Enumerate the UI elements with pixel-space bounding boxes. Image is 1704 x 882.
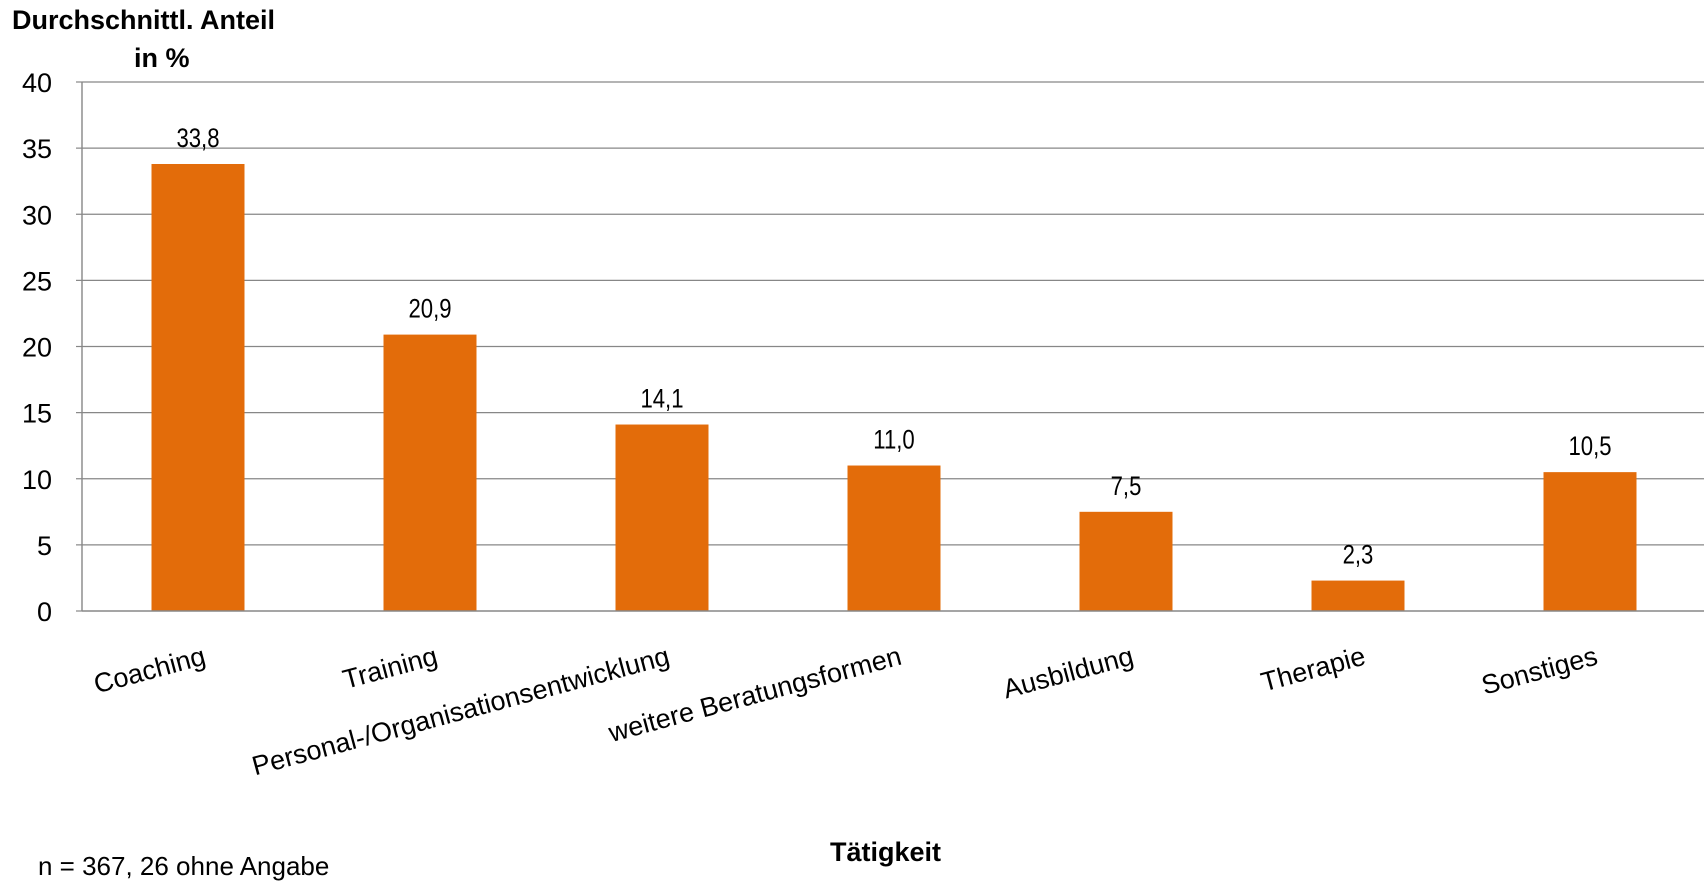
value-label-5: 7,5 bbox=[1111, 472, 1142, 502]
y-tick-label: 35 bbox=[22, 134, 52, 164]
category-label-1: Coaching bbox=[91, 641, 209, 700]
y-tick-label: 10 bbox=[22, 465, 52, 495]
bar-7 bbox=[1543, 472, 1637, 611]
category-label-2: Training bbox=[340, 641, 441, 695]
y-tick-label: 0 bbox=[37, 597, 52, 627]
y-axis-title-line1: Durchschnittl. Anteil bbox=[12, 5, 276, 35]
bar-1 bbox=[151, 163, 245, 611]
value-label-4: 11,0 bbox=[873, 426, 914, 456]
bar-4 bbox=[847, 465, 941, 611]
value-label-3: 14,1 bbox=[640, 385, 683, 415]
y-axis-title-line2: in % bbox=[134, 43, 190, 73]
value-label-6: 2,3 bbox=[1343, 541, 1374, 571]
bar-2 bbox=[383, 334, 477, 611]
y-tick-label: 30 bbox=[22, 200, 52, 230]
sample-size-note: n = 367, 26 ohne Angabe bbox=[38, 851, 330, 881]
y-tick-label: 15 bbox=[22, 399, 52, 429]
x-axis-title: Tätigkeit bbox=[830, 837, 942, 867]
category-label-5: Ausbildung bbox=[1000, 641, 1137, 705]
value-label-7: 10,5 bbox=[1568, 432, 1611, 462]
category-label-7: Sonstiges bbox=[1478, 641, 1600, 701]
y-tick-label: 40 bbox=[22, 68, 52, 98]
y-tick-label: 25 bbox=[22, 266, 52, 296]
category-label-3: Personal-/Organisationsentwicklung bbox=[249, 641, 673, 781]
value-label-1: 33,8 bbox=[176, 124, 219, 154]
category-label-6: Therapie bbox=[1258, 641, 1369, 698]
bar-6 bbox=[1311, 580, 1405, 611]
value-label-2: 20,9 bbox=[408, 295, 451, 325]
y-tick-label: 20 bbox=[22, 333, 52, 363]
bar-5 bbox=[1079, 511, 1173, 611]
bar-3 bbox=[615, 424, 709, 611]
y-tick-label: 5 bbox=[37, 531, 52, 561]
